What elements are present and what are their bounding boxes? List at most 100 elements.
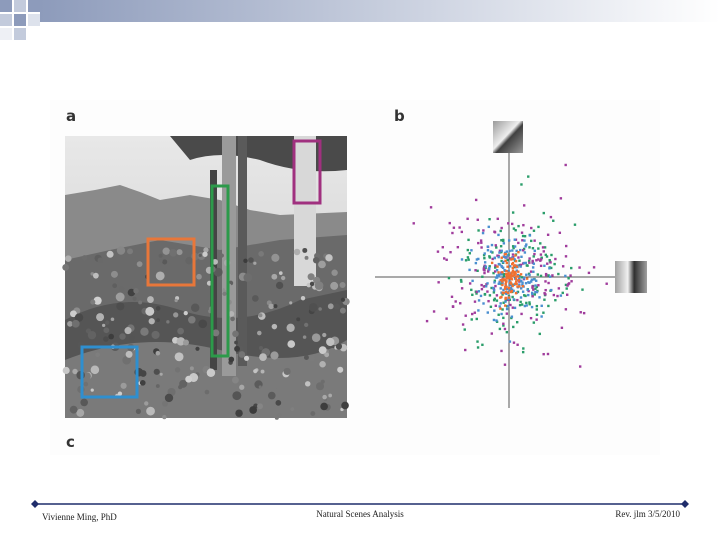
scatter-dot: [527, 293, 530, 297]
scatter-dot: [506, 258, 509, 262]
scatter-dot: [518, 285, 521, 288]
scatter-dot: [535, 313, 539, 316]
scatter-dot: [564, 163, 567, 167]
scatter-dot: [549, 215, 553, 219]
scatter-dot: [534, 287, 537, 290]
scatter-dot: [511, 306, 515, 309]
foliage: [273, 304, 278, 309]
scatter-dot: [487, 268, 491, 271]
scatter-dot: [510, 278, 514, 281]
scatter-dot: [492, 318, 496, 322]
scatter-dot: [566, 284, 569, 287]
scatter-dot: [570, 280, 573, 283]
scatter-dot: [502, 316, 505, 320]
scatter-dot: [505, 273, 508, 276]
scatter-dot: [522, 204, 526, 207]
foliage: [212, 258, 218, 265]
scatter-dot: [514, 272, 517, 275]
scatter-dot: [558, 231, 562, 234]
scatter-dot: [501, 271, 504, 274]
scatter-dot: [533, 293, 536, 296]
scatter-dot: [504, 278, 507, 282]
scatter-dot: [511, 245, 515, 248]
scatter-dot: [492, 298, 496, 302]
scatter-dot: [526, 288, 529, 291]
scatter-dot: [527, 259, 531, 263]
scatter-dot: [475, 317, 478, 321]
scatter-dot: [524, 294, 527, 298]
foliage: [283, 367, 291, 376]
scatter-dot: [503, 287, 507, 290]
scatter-dot: [531, 285, 534, 288]
scatter-dot: [499, 245, 503, 248]
scatter-dot: [492, 289, 496, 292]
foliage: [230, 316, 235, 322]
scatter-dot: [450, 295, 454, 298]
foliage: [159, 372, 163, 376]
scatter-dot: [503, 253, 506, 256]
scatter-dot: [479, 294, 483, 298]
scatter-dot: [548, 275, 552, 278]
scatter-dot: [503, 272, 506, 276]
scatter-dot: [501, 282, 504, 285]
foliage: [310, 411, 316, 417]
scatter-dot: [523, 277, 526, 280]
scatter-dot: [521, 281, 524, 284]
scatter-dot: [521, 350, 525, 354]
scatter-dot: [532, 270, 535, 273]
foliage: [155, 384, 160, 388]
scatter-dot: [547, 274, 550, 277]
scatter-dot: [497, 262, 501, 266]
scatter-dot: [501, 308, 504, 311]
scatter-dot: [507, 270, 510, 273]
scatter-dot: [461, 323, 465, 326]
scatter-dot: [504, 282, 507, 286]
foliage: [174, 367, 181, 373]
foliage: [120, 382, 127, 389]
scatter-dot: [567, 277, 570, 280]
foliage: [188, 315, 196, 324]
scatter-dot: [528, 303, 531, 306]
foliage: [105, 320, 110, 325]
scatter-illustration: [375, 121, 647, 408]
scatter-dot: [564, 274, 567, 278]
scatter-dot: [520, 255, 523, 258]
foliage: [103, 336, 109, 342]
scatter-dot: [507, 297, 510, 301]
scatter-dot: [484, 265, 488, 268]
foliage: [318, 307, 322, 311]
scatter-dot: [511, 261, 515, 265]
scatter-dot: [537, 247, 540, 250]
scatter-dot: [471, 279, 474, 283]
scatter-dot: [520, 183, 523, 186]
scatter-dot: [539, 274, 543, 278]
scatter-dot: [475, 292, 478, 295]
foliage: [153, 368, 160, 375]
foliage: [108, 333, 115, 340]
scatter-dot: [541, 246, 545, 249]
scatter-dot: [471, 312, 474, 316]
foliage: [185, 256, 193, 265]
foliage: [234, 340, 238, 345]
scatter-dot: [529, 280, 533, 283]
foliage: [124, 327, 132, 335]
scatter-dot: [519, 296, 523, 299]
foliage: [212, 329, 220, 337]
scatter-dot: [467, 258, 470, 261]
scatter-dot: [505, 280, 508, 283]
scatter-dot: [473, 311, 477, 314]
scatter-dot: [512, 325, 515, 329]
scatter-dot: [535, 285, 539, 289]
foliage: [327, 303, 334, 310]
foliage: [97, 257, 104, 264]
scatter-dot: [564, 308, 568, 311]
foliage: [268, 303, 274, 310]
foliage: [280, 275, 286, 281]
scatter-dot: [561, 291, 564, 295]
scatter-dot: [535, 308, 538, 311]
scatter-dot: [513, 265, 516, 269]
scatter-dot: [474, 261, 478, 265]
scatter-dot: [545, 255, 549, 258]
foliage: [102, 323, 106, 328]
scatter-dot: [507, 239, 511, 242]
